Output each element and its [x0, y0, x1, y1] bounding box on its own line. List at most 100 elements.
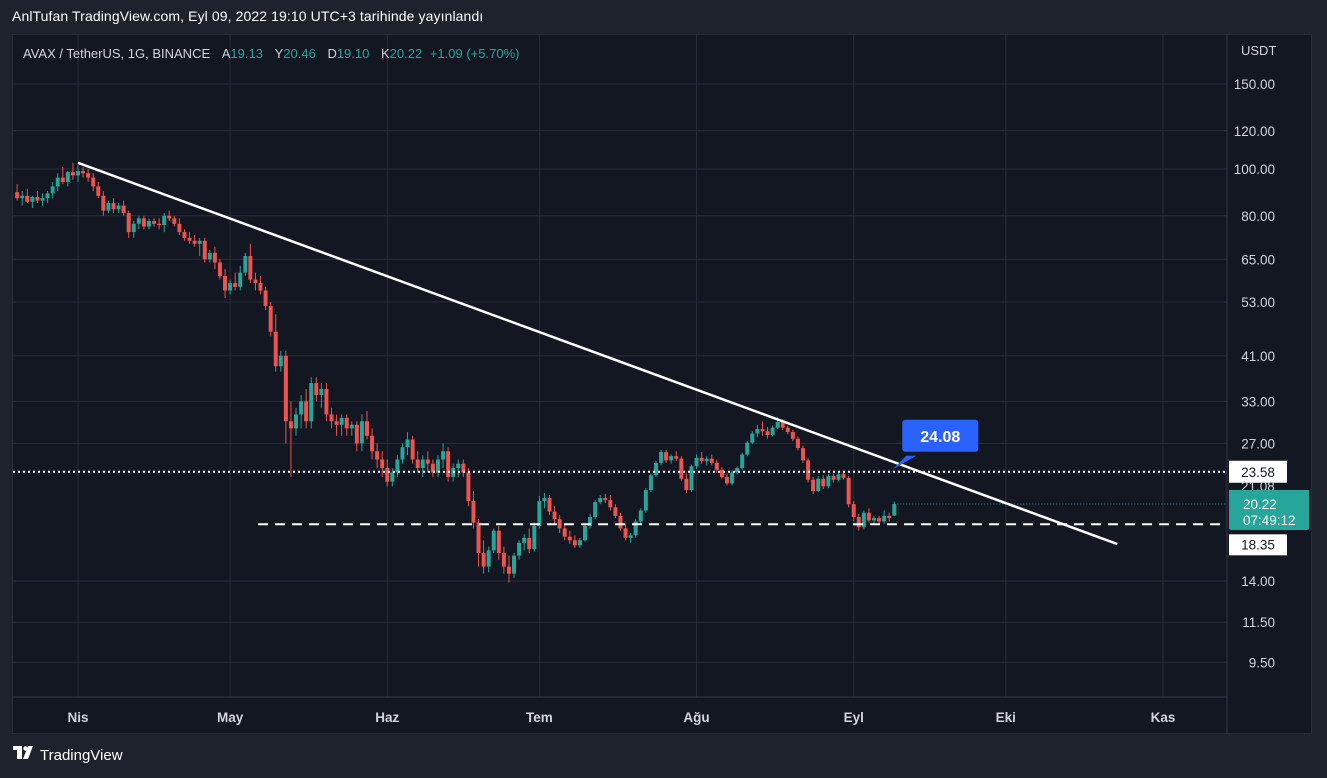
candle-body — [724, 476, 729, 484]
candle-body — [278, 355, 283, 367]
candle-body — [410, 439, 415, 460]
candle-body — [395, 459, 400, 473]
candle-body — [679, 458, 684, 479]
candle-body — [882, 515, 887, 522]
candle-body — [116, 205, 121, 210]
symbol-name[interactable]: AVAX / TetherUS, 1G, BINANCE — [23, 46, 211, 61]
time-tick-label: May — [217, 710, 244, 725]
candle-body — [446, 451, 451, 477]
candle-body — [420, 459, 425, 469]
candle-body — [618, 515, 623, 529]
candle-body — [223, 276, 228, 291]
candle-body — [60, 177, 65, 182]
time-tick-label: Ağu — [683, 710, 709, 725]
candle-body — [50, 186, 55, 194]
candle-body — [846, 477, 851, 505]
current-price-box-top — [1229, 489, 1309, 498]
candle-body — [836, 474, 841, 480]
candle-body — [334, 421, 339, 425]
candle-body — [106, 203, 111, 211]
candlestick-chart[interactable]: USDT 150.00 120.00 100.00 80.00 65.00 53.00 41.… — [13, 35, 1311, 733]
candle-body — [273, 331, 278, 367]
candle-body — [572, 540, 577, 546]
candle-body — [111, 203, 116, 210]
candle-body — [86, 173, 91, 178]
dashed-level-box — [1229, 534, 1287, 556]
candle-body — [263, 290, 268, 307]
high-label: Y — [274, 46, 284, 61]
candle-body — [684, 478, 689, 491]
candle-body — [430, 463, 435, 473]
candle-body — [55, 177, 60, 187]
candle-body — [547, 498, 552, 512]
candle-body — [780, 421, 785, 428]
candle-body — [770, 427, 775, 436]
candle-body — [831, 476, 836, 480]
candle-body — [866, 512, 871, 521]
candle-body — [537, 501, 542, 527]
candle-body — [344, 417, 349, 429]
candle-body — [314, 383, 319, 396]
candle-body — [405, 439, 410, 448]
candle-body — [364, 421, 369, 436]
candle-body — [375, 451, 380, 460]
candle-body — [877, 518, 882, 522]
candle-body — [750, 433, 755, 443]
candle-body — [40, 198, 45, 201]
time-tick-label: Haz — [375, 710, 399, 725]
candle-body — [141, 218, 146, 227]
candle-body — [659, 452, 664, 463]
candle-body — [501, 553, 506, 567]
close-value: 20.22 — [389, 46, 423, 61]
time-tick-label: Kas — [1151, 710, 1176, 725]
candle-body — [887, 515, 892, 519]
candle-body — [735, 468, 740, 473]
candle-body — [461, 463, 466, 473]
candle-body — [694, 457, 699, 467]
candle-body — [517, 542, 522, 556]
candle-body — [248, 256, 253, 280]
candle-body — [628, 535, 633, 538]
candle-body — [294, 414, 299, 429]
candle-body — [253, 279, 258, 284]
candle-body — [861, 512, 866, 528]
candle-body — [182, 232, 187, 238]
candle-body — [653, 462, 658, 476]
candle-body — [167, 215, 172, 219]
candle-body — [35, 196, 40, 201]
dotted-level-label: 23.58 — [1241, 465, 1275, 480]
candle-body — [146, 221, 151, 227]
candle-body — [598, 498, 603, 503]
candle-body — [674, 456, 679, 459]
candle-body — [299, 401, 304, 415]
candle-body — [70, 172, 75, 176]
candle-body — [790, 432, 795, 439]
candle-body — [15, 192, 20, 199]
candle-body — [527, 537, 532, 550]
price-tick-label: 33.00 — [1241, 394, 1275, 409]
current-price-label: 20.22 — [1243, 497, 1277, 512]
candle-body — [755, 429, 760, 434]
candle-body — [821, 478, 826, 487]
high-value: 20.46 — [283, 46, 316, 61]
candle-body — [96, 186, 101, 196]
chart-pane[interactable]: USDT 150.00 120.00 100.00 80.00 65.00 53.00 41.… — [12, 34, 1312, 734]
trendline — [77, 161, 1118, 546]
low-label: D — [327, 46, 337, 61]
candle-body — [329, 414, 334, 422]
candle-body — [583, 526, 587, 541]
candle-body — [816, 478, 821, 492]
candle-body — [851, 504, 856, 518]
price-tick-label: 27.00 — [1241, 436, 1275, 451]
candle-body — [217, 262, 222, 277]
candle-body — [359, 421, 364, 444]
current-price-box — [1229, 489, 1309, 530]
candle-body — [81, 171, 86, 174]
price-tick-label: 150.00 — [1234, 77, 1275, 92]
candle-body — [633, 521, 638, 536]
candle-body — [719, 469, 724, 477]
candle-body — [157, 223, 162, 226]
candle-body — [567, 536, 572, 541]
candle-body — [441, 451, 446, 460]
tradingview-branding[interactable]: TradingView — [13, 746, 123, 764]
